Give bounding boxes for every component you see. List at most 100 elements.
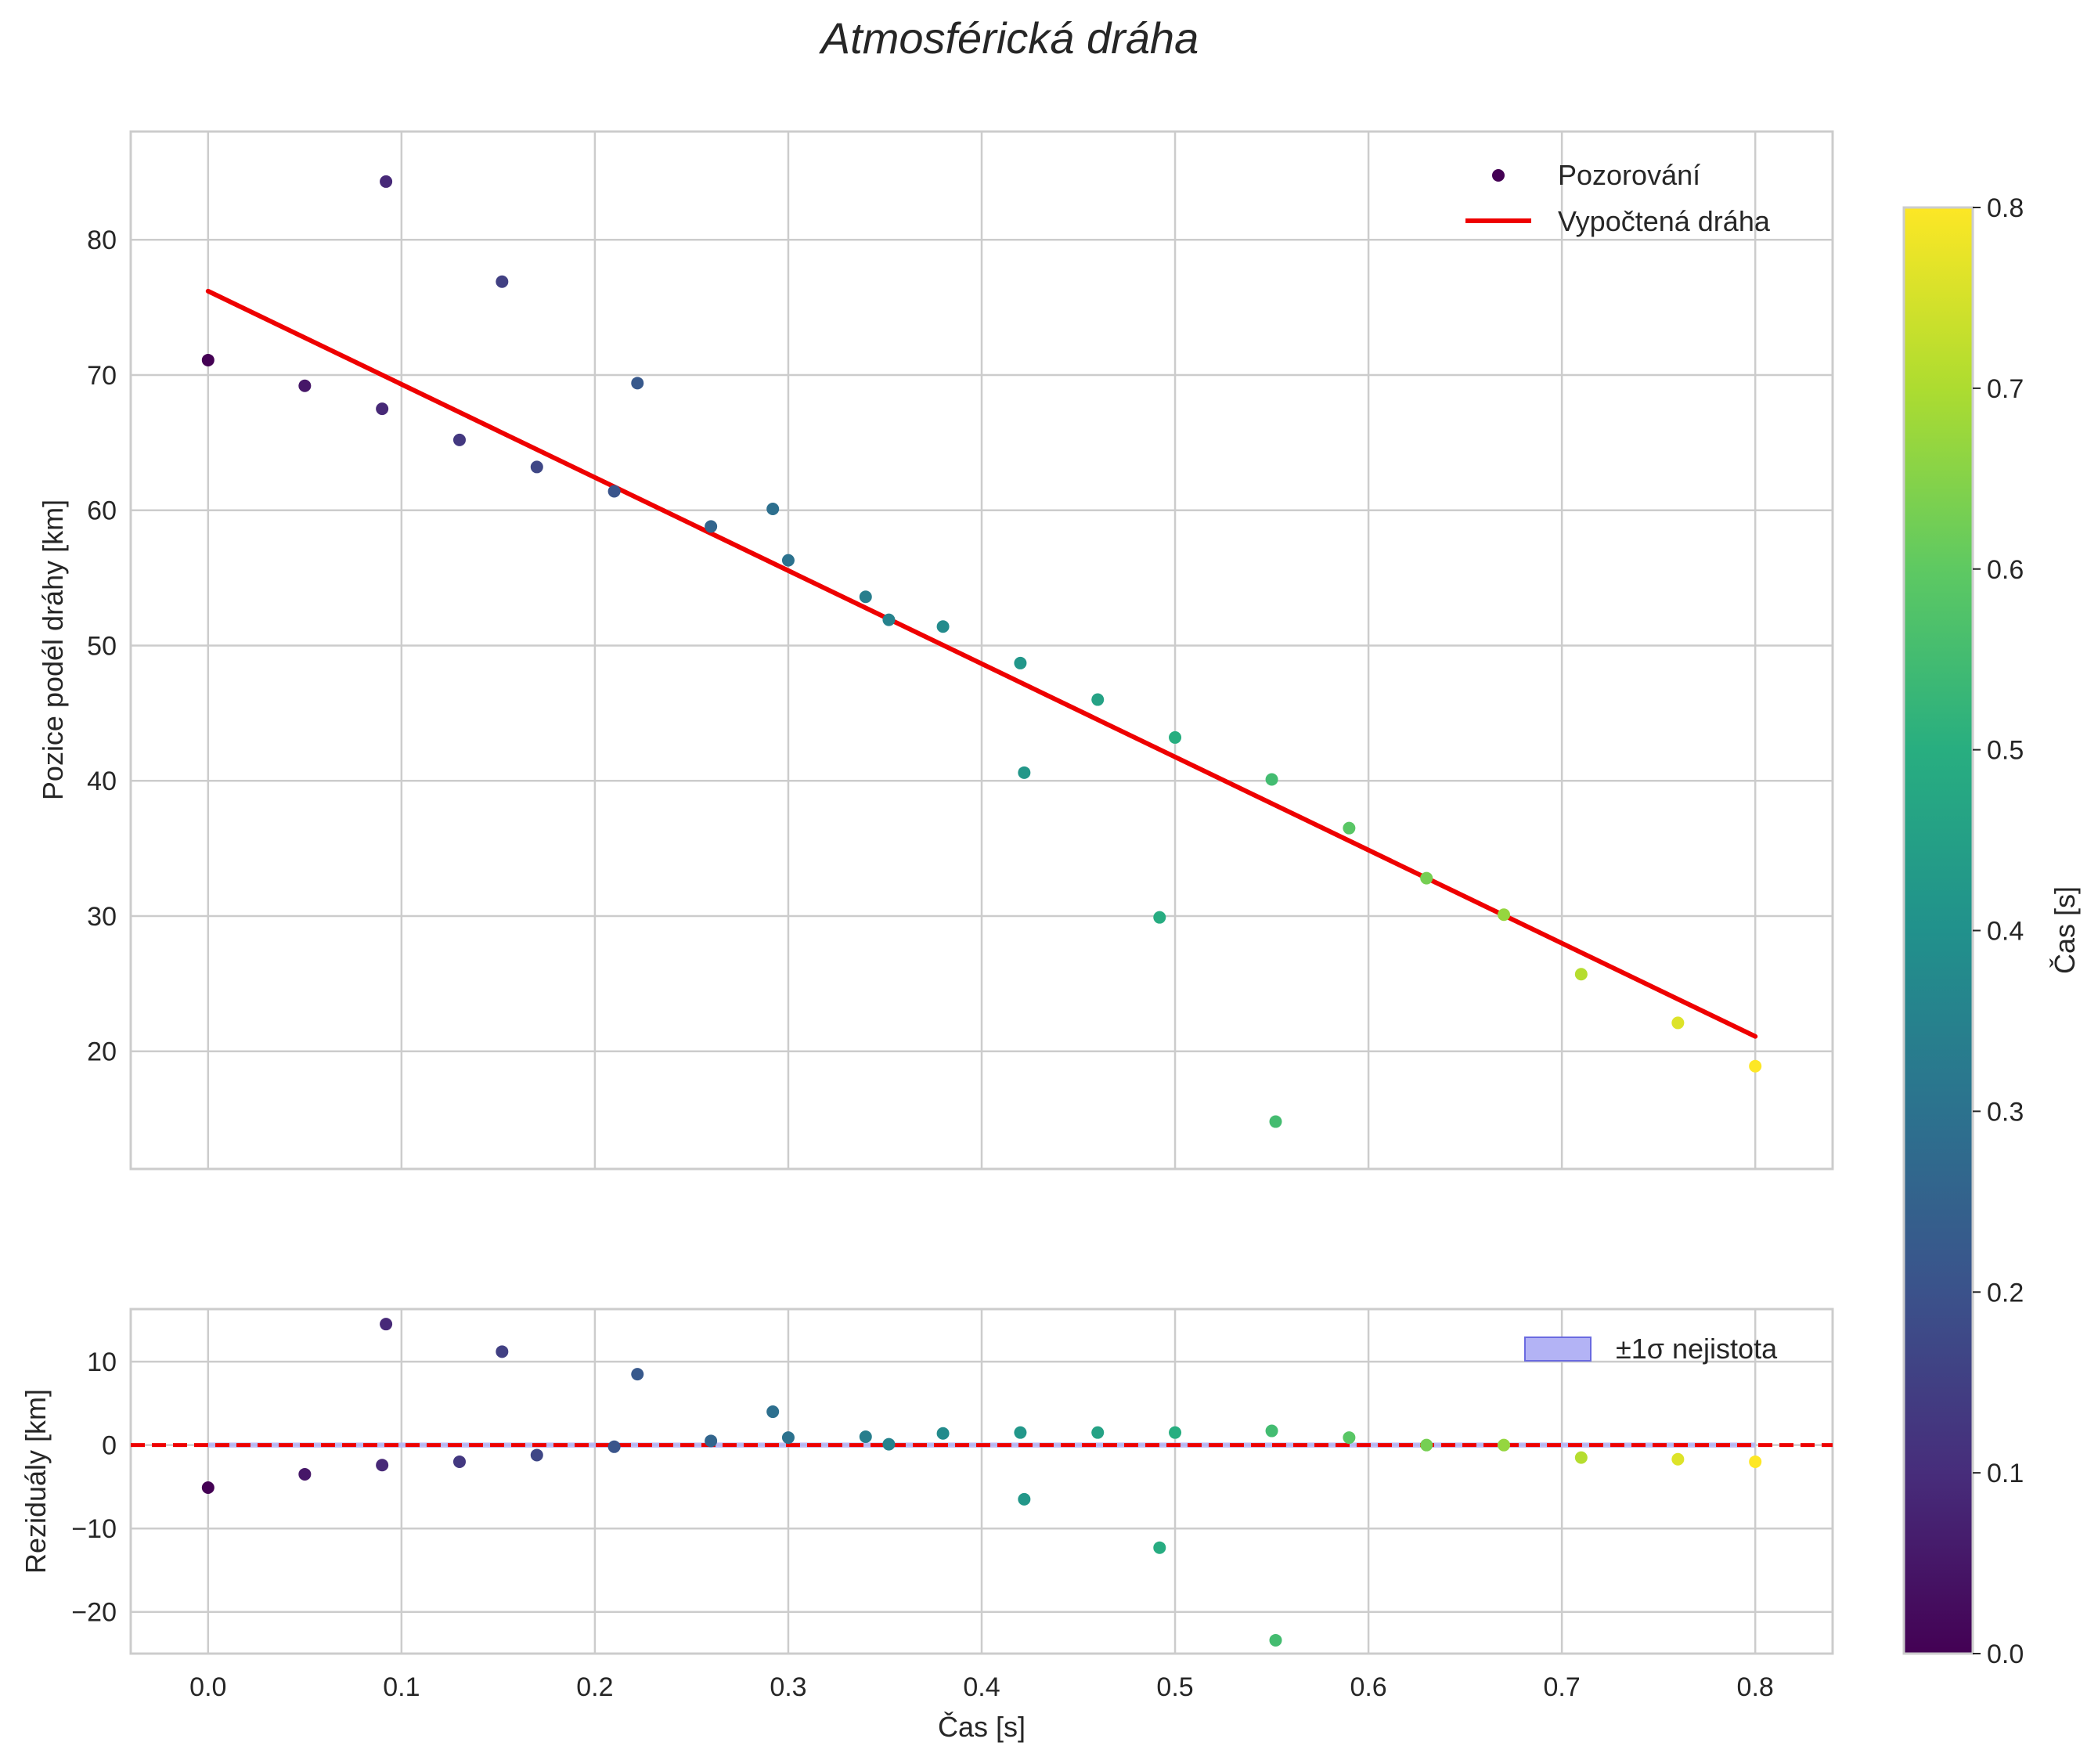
residual-point [1269,1633,1282,1647]
top-y-tick-label: 40 [87,767,117,796]
bottom-y-tick-label: 10 [87,1347,117,1377]
colorbar-gradient [1902,206,1974,1655]
x-tick-label: 0.8 [1737,1672,1774,1702]
residual-points [201,1318,1762,1647]
residual-point [201,1481,214,1494]
observation-point [705,520,718,533]
residual-point [882,1438,896,1451]
residual-point [705,1434,718,1448]
residual-point [781,1431,795,1445]
x-tick-labels: 0.0 0.1 0.2 0.3 0.4 0.5 0.6 0.7 0.8 [189,1672,1774,1702]
bottom-panel-frame [129,1308,1834,1655]
observation-point [859,590,872,604]
colorbar-tick-label: 0.6 [1987,555,2024,585]
observation-point [1749,1059,1762,1073]
observation-point [1169,730,1182,744]
top-grid [131,132,1833,1169]
bottom-legend: ±1σ nejistota [1524,1333,1778,1365]
top-panel: 20 30 40 50 60 70 80 Pozice podél dráhy [km] P… [37,130,1834,1171]
residual-point [631,1368,644,1381]
fitted-trajectory-line [205,288,1758,1039]
legend-label-observations: Pozorování [1558,159,1700,191]
observation-point [530,460,543,474]
residual-point [1420,1438,1433,1452]
bottom-y-tick-labels: −20 −10 0 10 [71,1347,117,1628]
residual-point [452,1455,466,1468]
observation-point [201,353,214,366]
residual-point [496,1345,509,1358]
colorbar-tick-labels: 0.0 0.1 0.2 0.3 0.4 0.5 0.6 0.7 0.8 [1973,193,2024,1669]
top-y-tick-label: 80 [87,225,117,255]
residual-point [1018,1492,1031,1506]
observation-point [1153,911,1166,924]
observation-point [298,379,312,392]
observation-point [380,175,393,188]
colorbar-tick-label: 0.0 [1987,1640,2024,1669]
residual-point [936,1427,950,1440]
observation-point [1269,1115,1282,1128]
top-y-tick-label: 30 [87,902,117,932]
observation-point [882,613,896,626]
residual-point [1014,1426,1027,1439]
legend-label-uncertainty: ±1σ nejistota [1616,1333,1778,1365]
residual-point [1153,1541,1166,1554]
residual-point [376,1459,389,1472]
top-panel-frame [129,130,1834,1171]
residual-point [1343,1431,1356,1445]
observation-point [1343,821,1356,835]
x-tick-label: 0.2 [576,1672,613,1702]
residual-point [859,1430,872,1444]
observation-point [936,620,950,633]
residual-point [1265,1424,1278,1438]
colorbar-tick-label: 0.8 [1987,193,2024,223]
colorbar-tick-label: 0.3 [1987,1097,2024,1127]
top-y-axis-label: Pozice podél dráhy [km] [37,500,69,800]
top-y-tick-labels: 20 30 40 50 60 70 80 [87,225,117,1067]
legend-label-fitted-line: Vypočtená dráha [1558,205,1771,237]
x-tick-label: 0.0 [189,1672,226,1702]
colorbar-label: Čas [s] [2049,886,2081,974]
bottom-y-axis-label: Reziduály [km] [20,1389,52,1574]
bottom-panel: −20 −10 0 10 0.0 0.1 0.2 0.3 0.4 0.5 0.6 0.7 0.8 Re… [20,1308,1834,1743]
top-y-tick-label: 50 [87,631,117,661]
top-legend: Pozorování Vypočtená dráha [1465,159,1771,237]
observation-points [201,175,1762,1128]
observation-point [1671,1016,1685,1030]
bottom-y-tick-label: 0 [102,1431,117,1461]
observation-point [1018,766,1031,779]
top-y-tick-label: 60 [87,496,117,526]
bottom-y-tick-label: −20 [71,1598,117,1628]
residual-point [766,1405,780,1419]
legend-marker-uncertainty [1524,1337,1592,1362]
top-y-tick-label: 20 [87,1037,117,1067]
colorbar-tick-label: 0.7 [1987,374,2024,404]
residual-point [1671,1452,1685,1466]
bottom-y-tick-label: −10 [71,1514,117,1544]
colorbar: 0.0 0.1 0.2 0.3 0.4 0.5 0.6 0.7 0.8 Čas [s] [1902,193,2081,1669]
residual-point [1498,1438,1511,1452]
observation-point [1091,693,1105,706]
x-tick-label: 0.1 [383,1672,420,1702]
x-tick-label: 0.6 [1350,1672,1386,1702]
observation-point [452,433,466,446]
colorbar-tick-label: 0.2 [1987,1278,2024,1308]
legend-marker-observations [1492,169,1505,182]
x-tick-label: 0.7 [1544,1672,1581,1702]
observation-point [496,275,509,288]
colorbar-tick-label: 0.1 [1987,1459,2024,1488]
chart-title: Atmosférická dráha [819,13,1199,63]
observation-point [1574,968,1588,981]
observation-point [1420,871,1433,885]
observation-point [766,502,780,515]
x-tick-label: 0.3 [770,1672,806,1702]
observation-point [1265,773,1278,786]
residual-point [380,1318,393,1331]
residual-point [1574,1451,1588,1464]
x-axis-label: Čas [s] [938,1711,1026,1743]
residual-point [1091,1426,1105,1439]
colorbar-tick-label: 0.4 [1987,917,2024,947]
x-tick-label: 0.5 [1156,1672,1193,1702]
residual-point [1749,1455,1762,1468]
x-tick-label: 0.4 [963,1672,1000,1702]
